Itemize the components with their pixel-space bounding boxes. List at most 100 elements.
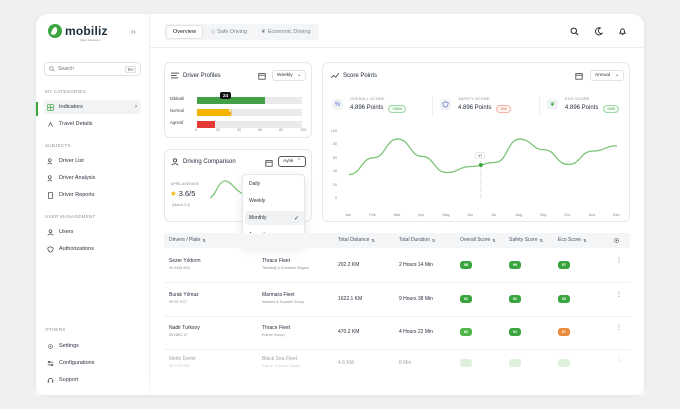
- table-header: [164, 233, 630, 248]
- x-tick-label: Jul: [491, 213, 497, 217]
- column-label: Eco Score: [558, 237, 582, 243]
- search-shortcut: ⌘K: [125, 65, 136, 73]
- sidebar-item-support[interactable]: Support: [44, 373, 141, 387]
- total-distance: 1622.1 KM: [338, 296, 363, 302]
- eco-score-pill: 93: [558, 295, 570, 303]
- sort-icon: ⇅: [202, 237, 206, 243]
- column-eco-score[interactable]: Eco Score ⇅: [558, 237, 586, 243]
- fleet-sub: Edirne Group: [262, 333, 285, 337]
- bars-icon: [171, 72, 179, 79]
- route-icon: [47, 121, 54, 128]
- search-input[interactable]: [58, 66, 118, 72]
- row-more-icon[interactable]: ⋮: [616, 325, 622, 331]
- sidebar-item-users[interactable]: Users: [44, 225, 141, 239]
- score-delta-badge: +15%: [388, 105, 406, 113]
- moon-icon[interactable]: [593, 26, 603, 36]
- bar-label: Agresif: [170, 120, 184, 125]
- x-tick-label: 40: [237, 128, 242, 132]
- tab-economic-driving[interactable]: ❦ Economic Driving: [255, 26, 316, 38]
- sidebar-search[interactable]: ⌘K: [44, 62, 141, 76]
- sidebar-item-configurations[interactable]: Configurations: [44, 356, 141, 370]
- row-more-icon[interactable]: ⋮: [616, 258, 622, 264]
- total-duration: 9 Hours 38 Min: [399, 296, 433, 302]
- row-more-icon[interactable]: ⋮: [616, 356, 622, 362]
- sidebar-item-settings[interactable]: Settings: [44, 339, 141, 353]
- card-title-text: Score Points: [343, 72, 378, 79]
- score-delta-badge: +4%: [603, 105, 619, 113]
- leaf-icon: ❦: [547, 99, 558, 110]
- driver-name[interactable]: Nadir Turksoy: [169, 325, 200, 331]
- driving-comparison-period-select[interactable]: Aylık ⌃: [278, 156, 306, 167]
- sidebar-item-driver-list[interactable]: Driver List: [44, 154, 141, 168]
- sidebar-item-label: Support: [59, 377, 79, 383]
- total-duration: 8 Min: [399, 360, 412, 366]
- driver-profiles-period-select[interactable]: Weekly ⌄: [272, 70, 306, 81]
- calendar-icon[interactable]: [573, 70, 584, 81]
- dropdown-option-monthly[interactable]: Monthly ✓: [245, 211, 304, 225]
- bar-tooltip: 24: [220, 92, 232, 99]
- column-label: Total Duration: [399, 237, 430, 243]
- driver-name[interactable]: Metin Demir: [169, 356, 196, 362]
- tab-safe-driving[interactable]: ◇ Safe Driving: [205, 26, 253, 38]
- sidebar: mobiliz Fleet Solutions ‹› ⌘K MY CATEGOR…: [36, 14, 150, 395]
- column-safety-score[interactable]: Safety Score ⇅: [509, 237, 543, 243]
- tab-overview[interactable]: Overview: [166, 25, 203, 39]
- user-compare-icon: [171, 158, 179, 166]
- profile-bar: [197, 121, 215, 128]
- bell-icon[interactable]: [617, 26, 627, 36]
- driving-comparison-title: Driving Comparison: [171, 158, 236, 166]
- grid-icon: [47, 103, 54, 111]
- comparison-note-label: APRIL AVERAGE: [171, 182, 200, 186]
- total-duration: 4 Hours 22 Min: [399, 329, 433, 335]
- x-tick-label: 60: [258, 128, 263, 132]
- row-divider: [164, 316, 630, 317]
- x-tick-label: Sep: [539, 213, 547, 217]
- driver-plate: 59 BT 872: [169, 300, 187, 304]
- brand-name: mobiliz: [65, 24, 108, 38]
- driver-name[interactable]: Sezer Yıldırım: [169, 258, 201, 264]
- sidebar-item-label: Travel Details: [59, 121, 93, 127]
- column-overall-score[interactable]: Overall Score ⇅: [460, 237, 496, 243]
- fleet-sub: Tekirdağ & Kırklareli Region: [262, 266, 309, 270]
- headset-icon: [47, 377, 54, 384]
- sidebar-item-travel-details[interactable]: Travel Details: [44, 117, 141, 131]
- comparison-score: ★ 3.6/5: [170, 189, 195, 198]
- fleet-name: Marmara Fleet: [262, 292, 295, 298]
- sidebar-item-driver-analysis[interactable]: Driver Analysis: [44, 171, 141, 185]
- score-points-period-select[interactable]: Annual ⌄: [590, 70, 624, 81]
- driver-profiles-title: Driver Profiles: [171, 72, 221, 79]
- collapse-sidebar-icon[interactable]: ‹›: [131, 29, 136, 36]
- x-tick-label: 20: [216, 128, 221, 132]
- sort-icon: ⇅: [539, 237, 543, 243]
- column-total-duration[interactable]: Total Duration ⇅: [399, 237, 435, 243]
- column-total-distance[interactable]: Total Distance ⇅: [338, 237, 375, 243]
- shield-icon: [440, 99, 451, 110]
- driver-list-icon: [47, 157, 54, 165]
- calendar-icon[interactable]: [256, 70, 267, 81]
- logo-mark-icon: [48, 24, 62, 38]
- total-distance: 470.2 KM: [338, 329, 360, 335]
- fleet-sub: İstanbul & Kocaeli Group: [262, 300, 305, 304]
- sidebar-item-authorizations[interactable]: Authorizations: [44, 242, 141, 256]
- percent-icon: %: [332, 99, 343, 110]
- dropdown-option-weekly[interactable]: Weekly: [249, 198, 266, 204]
- chevron-down-icon: ⌄: [614, 73, 619, 78]
- fleet-name: Black Sea Fleet: [262, 356, 298, 362]
- dropdown-option-daily[interactable]: Daily: [249, 181, 261, 187]
- column-drivers-plate[interactable]: Drivers / Plate ⇅: [169, 237, 206, 243]
- calendar-icon[interactable]: [263, 157, 274, 168]
- sort-icon: ⇅: [583, 237, 587, 243]
- search-icon[interactable]: [569, 26, 579, 36]
- configurations-icon: [47, 360, 54, 367]
- table-settings-icon[interactable]: [613, 237, 620, 244]
- score-label: OVERALL SCORE: [350, 97, 385, 101]
- y-tick-label: 40: [332, 169, 337, 174]
- row-more-icon[interactable]: ⋮: [616, 292, 622, 298]
- user-icon: [47, 228, 54, 236]
- sidebar-item-driver-reports[interactable]: Driver Reports: [44, 188, 141, 202]
- bar-label: Dikkatli: [170, 96, 184, 101]
- section-subjects: SUBJECTS: [45, 143, 71, 148]
- driver-name[interactable]: Burak Yılmaz: [169, 292, 199, 298]
- overall-score-pill: 92: [460, 295, 472, 303]
- sidebar-item-indicators[interactable]: Indicators ›: [44, 100, 141, 114]
